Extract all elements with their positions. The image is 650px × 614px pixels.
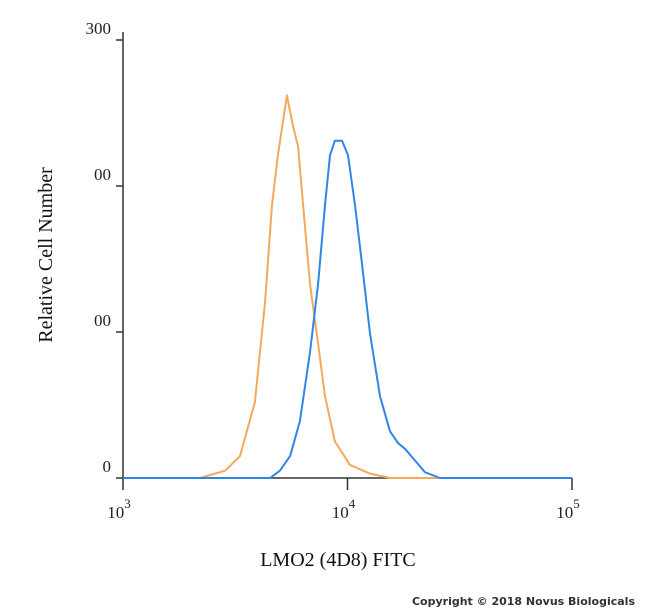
x-tick-label: 105: [556, 496, 580, 522]
histogram-line: [123, 139, 572, 479]
copyright: Copyright © 2018 Novus Biologicals: [412, 595, 635, 608]
x-tick-base: 10: [107, 503, 124, 522]
y-tick-label: 00: [94, 165, 111, 184]
x-tick-exponent: 4: [349, 496, 356, 511]
x-tick-exponent: 5: [573, 496, 580, 511]
histogram-line: [123, 94, 572, 479]
x-tick-base: 10: [556, 503, 573, 522]
x-tick-base: 10: [332, 503, 349, 522]
y-tick-label: 300: [86, 19, 112, 38]
y-axis-label: Relative Cell Number: [35, 167, 57, 343]
x-tick-label: 104: [332, 496, 356, 522]
x-tick-exponent: 3: [124, 496, 131, 511]
y-tick-label: 0: [103, 457, 112, 476]
x-axis-label: LMO2 (4D8) FITC: [260, 549, 416, 571]
y-tick-label: 00: [94, 311, 111, 330]
x-tick-label: 103: [107, 496, 131, 522]
